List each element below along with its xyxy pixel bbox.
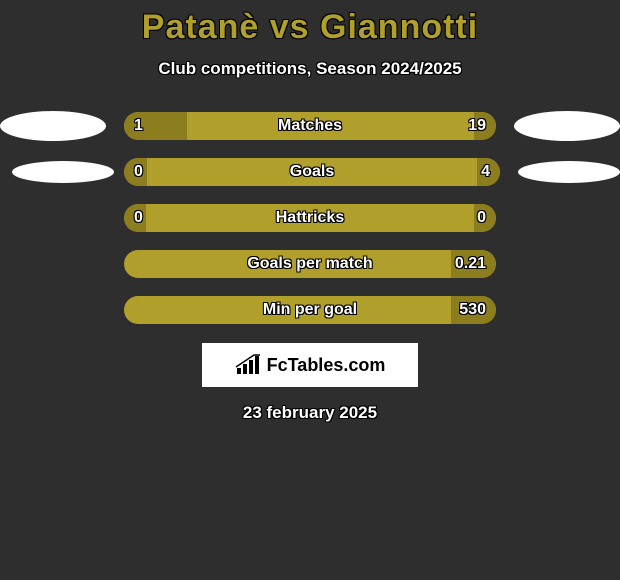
stat-label: Hattricks xyxy=(124,204,496,232)
stat-value-right: 19 xyxy=(468,112,486,140)
player-left-marker xyxy=(0,249,106,279)
stat-row: Goals per match0.21 xyxy=(0,249,620,279)
player-right-marker xyxy=(514,295,620,325)
date-label: 23 february 2025 xyxy=(0,403,620,423)
stat-bar: Min per goal530 xyxy=(124,296,496,324)
stat-row: 0Goals4 xyxy=(0,157,620,187)
stat-bar: 1Matches19 xyxy=(124,112,496,140)
stat-row: 0Hattricks0 xyxy=(0,203,620,233)
page-title: Patanè vs Giannotti xyxy=(0,8,620,47)
stat-label: Goals per match xyxy=(124,250,496,278)
player-right-marker xyxy=(514,249,620,279)
stat-bar: Goals per match0.21 xyxy=(124,250,496,278)
stat-value-right: 530 xyxy=(459,296,486,324)
player-left-marker xyxy=(0,203,106,233)
stat-label: Min per goal xyxy=(124,296,496,324)
player-right-marker xyxy=(514,111,620,141)
stat-value-right: 0 xyxy=(477,204,486,232)
stats-container: 1Matches190Goals40Hattricks0Goals per ma… xyxy=(0,111,620,325)
stat-value-right: 0.21 xyxy=(455,250,486,278)
source-logo: FcTables.com xyxy=(202,343,418,387)
player-right-marker xyxy=(518,161,620,183)
player-right-marker xyxy=(514,203,620,233)
player-left-marker xyxy=(12,161,114,183)
stat-bar: 0Goals4 xyxy=(124,158,500,186)
stat-row: Min per goal530 xyxy=(0,295,620,325)
stat-value-right: 4 xyxy=(481,158,490,186)
logo-text: FcTables.com xyxy=(267,355,386,376)
player-left-marker xyxy=(0,111,106,141)
stat-row: 1Matches19 xyxy=(0,111,620,141)
stat-label: Matches xyxy=(124,112,496,140)
stat-label: Goals xyxy=(124,158,500,186)
player-left-marker xyxy=(0,295,106,325)
subtitle: Club competitions, Season 2024/2025 xyxy=(0,59,620,79)
stat-bar: 0Hattricks0 xyxy=(124,204,496,232)
bar-chart-icon xyxy=(235,354,261,376)
